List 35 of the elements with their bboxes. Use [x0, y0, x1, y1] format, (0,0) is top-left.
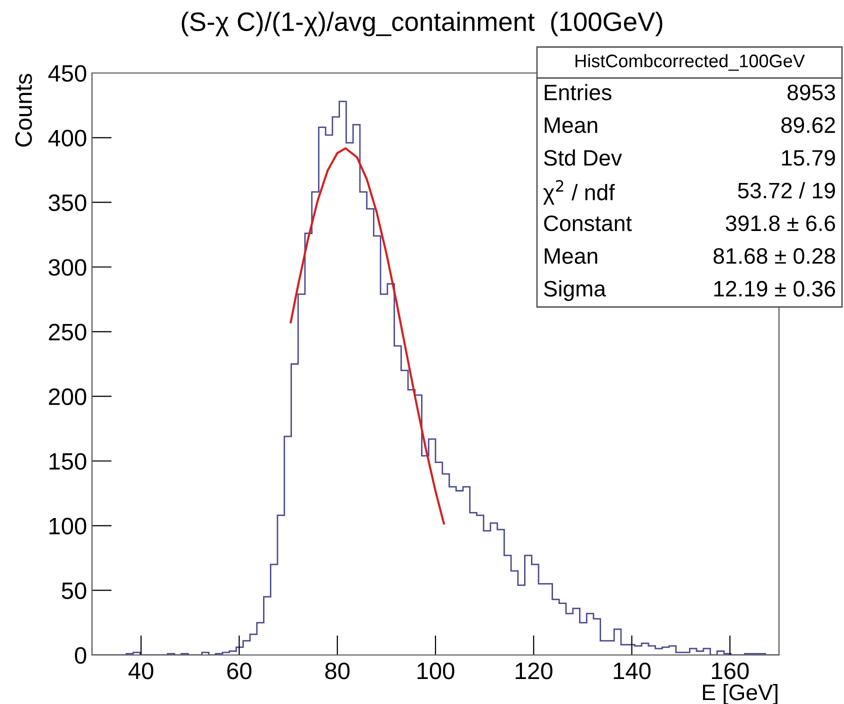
annotation: Sigma [544, 280, 606, 301]
annotation: Std Dev [544, 149, 622, 166]
y-tick-label: 450 [48, 65, 86, 82]
annotation: Mean [544, 118, 598, 134]
x-tick-label: 100 [418, 662, 454, 680]
y-tick-label: 350 [48, 194, 86, 212]
annotation: 391.8 ± 6.6 [726, 215, 836, 232]
annotation: 12.19 ± 0.36 [714, 280, 836, 297]
annotation: Entries [544, 84, 612, 100]
x-tick-label: 60 [227, 662, 252, 680]
y-tick-label: 250 [48, 324, 86, 340]
x-tick-label: 120 [516, 662, 552, 680]
annotation: 53.72 / 19 [738, 182, 835, 198]
x-tick-label: 40 [128, 662, 154, 680]
y-tick-label: 150 [50, 453, 86, 470]
x-tick-label: 160 [712, 662, 749, 680]
y-tick-label: 300 [48, 259, 86, 276]
annotation: Constant [544, 215, 632, 232]
annotation: Mean [544, 248, 598, 264]
chart-title: (S-χ C)/(1-χ)/avg_containment (100GeV) [182, 12, 662, 36]
annotation: 81.68 ± 0.28 [714, 248, 836, 264]
y-tick-label: 200 [48, 388, 86, 406]
text: 15.79 [782, 150, 835, 166]
y-tick-label: 400 [48, 130, 86, 146]
x-tick-label: 140 [614, 662, 651, 680]
text: HistCombcorrected_100GeV [576, 54, 805, 71]
line-series [290, 147, 445, 525]
text: 89.62 [781, 117, 835, 134]
y-tick-label: 100 [50, 518, 86, 534]
x-tick-label: 80 [325, 662, 350, 680]
y-tick-label: 50 [62, 582, 86, 600]
y-tick-label: 0 [74, 647, 86, 664]
annotation: χ$^{2}$ / ndf [543, 180, 615, 205]
y-axis-title: Counts [15, 74, 32, 147]
text: 8953 [788, 84, 836, 100]
